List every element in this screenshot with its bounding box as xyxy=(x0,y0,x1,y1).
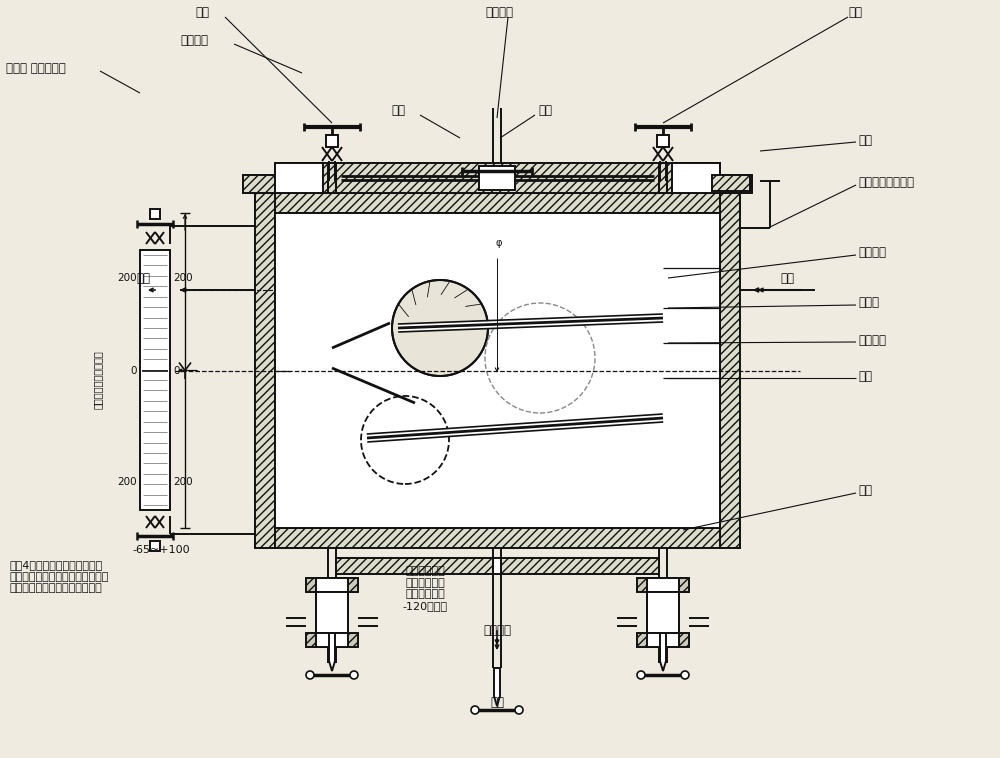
Text: 补油: 补油 xyxy=(780,271,794,284)
Bar xyxy=(493,558,501,574)
Bar xyxy=(637,633,689,647)
Text: 阀体: 阀体 xyxy=(858,484,872,496)
Bar xyxy=(150,541,160,551)
Text: 油位低报警器
当浮子下降到
油箱中心线下
-120时报警: 油位低报警器 当浮子下降到 油箱中心线下 -120时报警 xyxy=(402,566,448,611)
Text: 连接杆: 连接杆 xyxy=(858,296,879,309)
Bar xyxy=(326,135,338,147)
Bar xyxy=(140,250,170,510)
Bar xyxy=(647,592,679,633)
Circle shape xyxy=(306,671,314,679)
Text: 阀杆: 阀杆 xyxy=(858,369,872,383)
Polygon shape xyxy=(660,633,666,671)
Bar xyxy=(647,633,679,647)
Text: -65~+100: -65~+100 xyxy=(132,545,190,555)
Text: 浮球连杆: 浮球连杆 xyxy=(858,246,886,259)
Bar xyxy=(720,193,740,548)
Text: 针阀: 针阀 xyxy=(848,7,862,20)
Circle shape xyxy=(471,706,479,714)
Bar xyxy=(316,633,348,647)
Text: 锁紧螺母: 锁紧螺母 xyxy=(858,334,886,346)
Bar xyxy=(316,592,348,633)
Text: 磁翻板 油位指示仪: 磁翻板 油位指示仪 xyxy=(6,61,66,74)
Bar xyxy=(275,163,323,193)
Text: 200: 200 xyxy=(117,273,137,283)
Bar xyxy=(479,166,515,190)
Text: 去发电机: 去发电机 xyxy=(485,7,513,20)
Polygon shape xyxy=(494,668,500,706)
Bar xyxy=(336,558,493,574)
Bar xyxy=(255,193,740,213)
Circle shape xyxy=(350,671,358,679)
Bar xyxy=(501,558,659,574)
Text: 到氢侧泵: 到氢侧泵 xyxy=(483,624,511,637)
Bar xyxy=(672,163,720,193)
Circle shape xyxy=(681,671,689,679)
Text: （磁翻板液位计范围）: （磁翻板液位计范围） xyxy=(93,351,103,409)
Bar xyxy=(255,528,740,548)
Bar xyxy=(275,213,720,528)
Text: 排油: 排油 xyxy=(136,271,150,284)
Text: 来自发电机的回油: 来自发电机的回油 xyxy=(858,177,914,190)
Bar xyxy=(647,578,679,592)
Bar xyxy=(255,193,275,548)
Text: 端盖: 端盖 xyxy=(858,133,872,146)
Text: 打开: 打开 xyxy=(538,104,552,117)
Bar xyxy=(637,578,689,592)
Polygon shape xyxy=(329,633,335,671)
Circle shape xyxy=(392,280,488,376)
Text: 浮球连杆: 浮球连杆 xyxy=(180,33,208,46)
Text: 0: 0 xyxy=(173,365,180,375)
Bar xyxy=(657,135,669,147)
Bar xyxy=(316,578,348,592)
Bar xyxy=(708,175,752,193)
Bar xyxy=(150,209,160,219)
Text: 0: 0 xyxy=(130,365,137,375)
Bar xyxy=(712,175,750,191)
Bar xyxy=(654,213,672,528)
Circle shape xyxy=(637,671,645,679)
Circle shape xyxy=(515,706,523,714)
Text: 关闭: 关闭 xyxy=(391,104,405,117)
Text: 针阀: 针阀 xyxy=(490,697,504,709)
Text: 200: 200 xyxy=(173,477,193,487)
Bar xyxy=(275,163,720,193)
Text: 200: 200 xyxy=(173,273,193,283)
Text: 200: 200 xyxy=(117,477,137,487)
Bar xyxy=(323,213,341,528)
Bar xyxy=(243,175,287,193)
Text: φ: φ xyxy=(496,238,502,248)
Text: 所有4只针阀（顶部和底部）除
了在紧急情况下需要手动操作外，
无论何时，均应完全打开退足。: 所有4只针阀（顶部和底部）除 了在紧急情况下需要手动操作外， 无论何时，均应完全… xyxy=(10,560,109,594)
Bar xyxy=(306,578,358,592)
Text: 针阀: 针阀 xyxy=(195,7,209,20)
Bar xyxy=(306,633,358,647)
